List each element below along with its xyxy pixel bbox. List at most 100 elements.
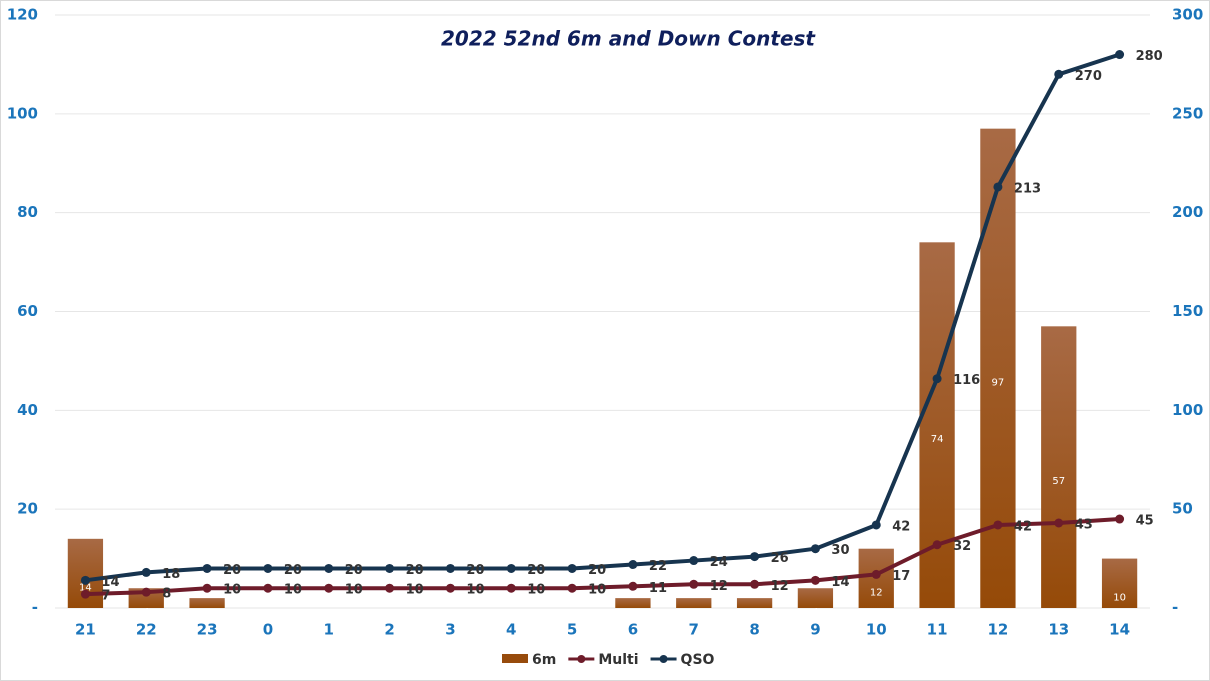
legend-swatch — [502, 654, 528, 663]
point-value-label: 20 — [527, 563, 545, 578]
point — [80, 575, 90, 585]
point-value-label: 10 — [527, 583, 545, 598]
point — [689, 556, 699, 566]
point — [1054, 69, 1064, 79]
point — [263, 583, 273, 593]
point — [80, 589, 90, 599]
bar — [615, 598, 651, 608]
x-tick-label: 23 — [197, 621, 218, 639]
point-value-label: 42 — [892, 519, 910, 534]
bar — [919, 242, 955, 609]
point — [1115, 50, 1125, 60]
y2-tick-label: - — [1172, 599, 1178, 617]
point-value-label: 17 — [892, 569, 910, 584]
point — [689, 579, 699, 589]
point — [202, 583, 212, 593]
point-value-label: 11 — [649, 581, 667, 596]
y2-tick-label: 50 — [1172, 500, 1193, 518]
point-value-label: 10 — [466, 583, 484, 598]
point — [324, 563, 334, 573]
x-tick-label: 0 — [263, 621, 273, 639]
point-value-label: 10 — [406, 583, 424, 598]
point-value-label: 10 — [588, 583, 606, 598]
point — [871, 569, 881, 579]
point-value-label: 12 — [710, 579, 728, 594]
y-tick-label: 120 — [7, 6, 38, 24]
bar-value-label: 2 — [204, 612, 210, 623]
bar-value-label: 14 — [79, 582, 92, 593]
x-tick-label: 1 — [324, 621, 334, 639]
bar — [1101, 558, 1138, 608]
bar-value-label: 12 — [870, 587, 883, 598]
legend-swatch — [659, 655, 668, 663]
point — [871, 520, 881, 530]
bar-value-label: 97 — [992, 377, 1005, 388]
point-value-label: 213 — [1014, 181, 1041, 196]
x-tick-label: 14 — [1109, 621, 1130, 639]
point — [567, 583, 577, 593]
point-value-label: 10 — [223, 583, 241, 598]
x-tick-label: 22 — [136, 621, 157, 639]
x-tick-label: 6 — [628, 621, 638, 639]
point — [1115, 514, 1125, 524]
bar-value-label: 4 — [812, 607, 818, 618]
y2-tick-label: 150 — [1172, 302, 1203, 320]
y-tick-label: - — [32, 599, 38, 617]
point-value-label: 116 — [953, 373, 980, 388]
y2-tick-label: 250 — [1172, 104, 1203, 122]
point-value-label: 20 — [588, 563, 606, 578]
bar — [797, 588, 834, 608]
point-value-label: 24 — [710, 555, 728, 570]
point-value-label: 10 — [284, 583, 302, 598]
point-value-label: 42 — [1014, 519, 1032, 534]
point-value-label: 20 — [223, 563, 241, 578]
point-value-label: 30 — [831, 543, 849, 558]
legend-label: Multi — [598, 652, 638, 668]
point — [385, 563, 395, 573]
y-tick-label: 20 — [17, 500, 38, 518]
point-value-label: 14 — [101, 575, 119, 590]
line — [85, 517, 1120, 597]
x-tick-label: 9 — [810, 621, 820, 639]
point-value-label: 26 — [771, 551, 789, 566]
point — [810, 575, 820, 585]
point-value-label: 20 — [345, 563, 363, 578]
x-tick-label: 12 — [987, 621, 1008, 639]
x-tick-label: 4 — [506, 621, 516, 639]
point — [324, 583, 334, 593]
bar — [980, 128, 1016, 609]
point — [1054, 518, 1064, 528]
point — [506, 583, 516, 593]
point — [628, 560, 638, 570]
point — [750, 552, 760, 562]
y2-tick-label: 200 — [1172, 203, 1203, 221]
point — [445, 563, 455, 573]
x-tick-label: 2 — [384, 621, 394, 639]
point-value-label: 7 — [101, 589, 110, 604]
point-value-label: 12 — [771, 579, 789, 594]
bar-value-label: 2 — [751, 612, 757, 623]
point — [202, 563, 212, 573]
point — [993, 182, 1003, 192]
bar-value-label: 4 — [143, 607, 149, 618]
point-value-label: 8 — [162, 587, 171, 602]
point-value-label: 45 — [1136, 514, 1154, 529]
y-tick-label: 80 — [17, 203, 38, 221]
point — [445, 583, 455, 593]
point — [750, 579, 760, 589]
point — [385, 583, 395, 593]
y-tick-label: 60 — [17, 302, 38, 320]
y-tick-label: 40 — [17, 401, 38, 419]
chart-title: 2022 52nd 6m and Down Contest — [441, 27, 816, 51]
y-tick-label: 100 — [7, 104, 38, 122]
bar-value-label: 2 — [630, 612, 636, 623]
bar-value-label: 57 — [1052, 476, 1065, 487]
x-tick-label: 21 — [75, 621, 96, 639]
line — [85, 52, 1121, 583]
legend-label: 6m — [532, 652, 556, 668]
y2-tick-label: 100 — [1172, 401, 1203, 419]
point-value-label: 32 — [953, 539, 971, 554]
point-value-label: 14 — [831, 575, 849, 590]
bar — [736, 598, 773, 608]
